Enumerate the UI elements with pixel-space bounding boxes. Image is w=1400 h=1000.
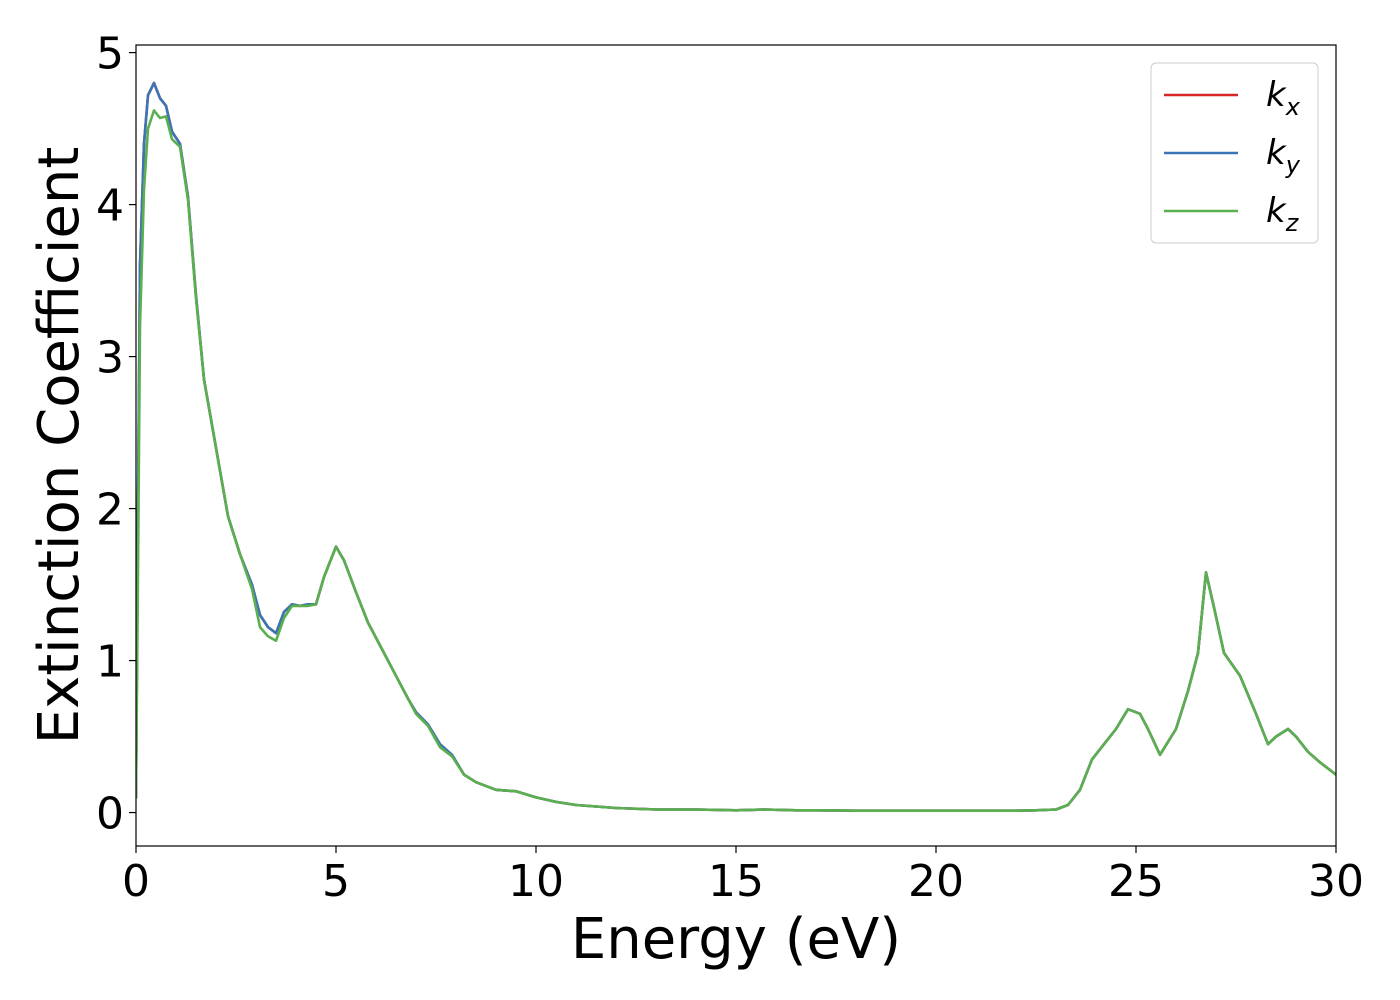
y-tick-label: 3 [96, 333, 124, 384]
legend-label-subscript: x [1285, 93, 1301, 121]
y-axis-label: Extinction Coefficient [27, 147, 92, 745]
plot-area [135, 44, 1337, 847]
legend-label-base: k [1266, 133, 1287, 173]
legend-label-ky: ky [1266, 133, 1301, 179]
y-axis-ticks: 0 1 2 3 4 5 [96, 29, 136, 840]
legend-label-base: k [1266, 191, 1287, 231]
x-axis-ticks: 0 5 10 15 20 25 30 [122, 846, 1364, 907]
x-tick-label: 15 [708, 856, 764, 907]
x-tick-label: 20 [908, 856, 964, 907]
legend-label-kz: kz [1266, 191, 1300, 237]
legend-label-subscript: y [1285, 151, 1301, 179]
x-tick-label: 25 [1108, 856, 1164, 907]
y-tick-label: 5 [96, 29, 124, 80]
x-tick-label: 5 [322, 856, 350, 907]
x-tick-label: 0 [122, 856, 150, 907]
series-line-kz [136, 109, 1336, 812]
x-axis-label: Energy (eV) [571, 907, 901, 972]
y-tick-label: 1 [96, 637, 124, 688]
series-layer [136, 81, 1336, 812]
x-tick-label: 10 [508, 856, 564, 907]
legend-label-kx: kx [1266, 75, 1301, 121]
x-tick-label: 30 [1308, 856, 1364, 907]
y-tick-label: 2 [96, 485, 124, 536]
legend-label-subscript: z [1285, 209, 1300, 237]
y-tick-label: 0 [96, 789, 124, 840]
legend-label-base: k [1266, 75, 1287, 115]
y-tick-label: 4 [96, 181, 124, 232]
